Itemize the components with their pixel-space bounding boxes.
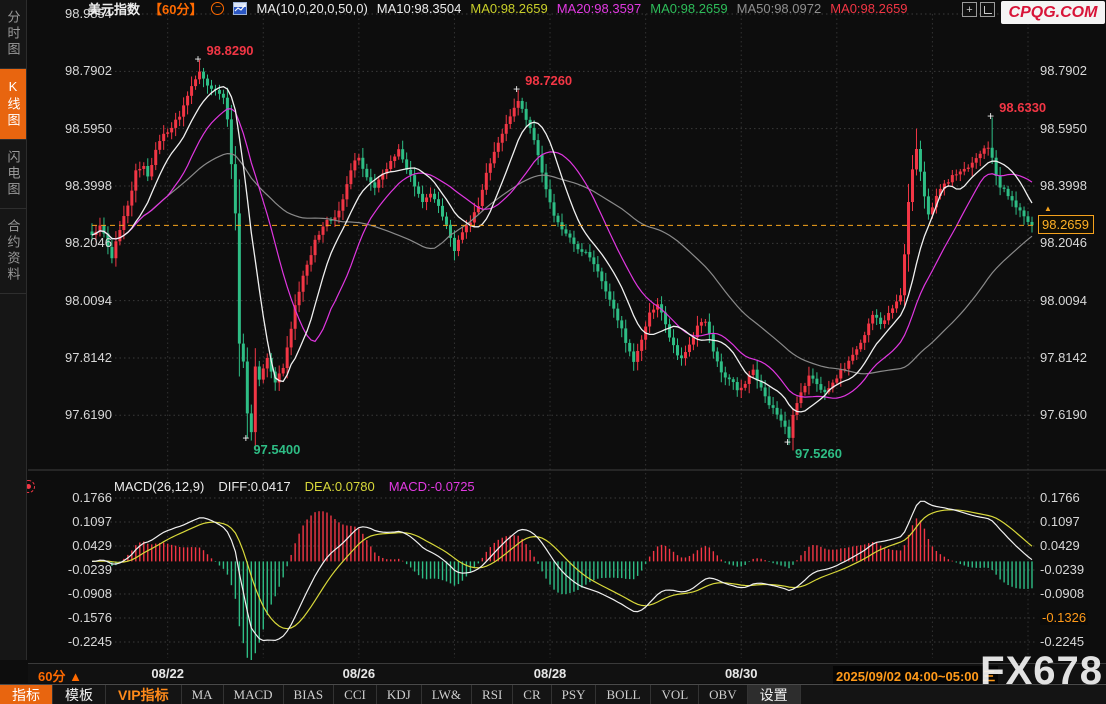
macd-ytick-left: -0.0239 bbox=[67, 562, 112, 577]
macd-ytick-right: -0.0908 bbox=[1040, 586, 1085, 601]
period-selector[interactable]: 60分 ▲ bbox=[38, 669, 82, 684]
chart-header: 美元指数 【60分】 − MA(10,0,20,0,50,0) MA10:98.3504… bbox=[88, 0, 908, 17]
sidebar-item-2[interactable]: 闪电图 bbox=[0, 140, 26, 209]
price-annotation: 98.8290 bbox=[206, 42, 254, 58]
toolbar-button-BOLL[interactable]: BOLL bbox=[596, 685, 652, 704]
header-label: MA50:98.0972 bbox=[736, 0, 822, 16]
main-ytick-left: 98.3998 bbox=[65, 177, 112, 193]
header-label: DEA:0.0780 bbox=[304, 479, 375, 494]
main-ytick-left: 98.7902 bbox=[65, 63, 112, 79]
main-ytick-right: 97.6190 bbox=[1040, 407, 1087, 423]
toolbar-button-VIP指标[interactable]: VIP指标 bbox=[106, 685, 182, 704]
sidebar-item-3[interactable]: 合约资料 bbox=[0, 209, 26, 294]
extreme-marker-icon: + bbox=[513, 82, 521, 97]
macd-ytick-right: -0.2245 bbox=[1040, 634, 1085, 649]
macd-header: MACD(26,12,9) DIFF:0.0417 DEA:0.0780 MACD:-… bbox=[114, 479, 475, 494]
sidebar: 分时图 K线图 闪电图 合约资料 bbox=[0, 0, 27, 660]
header-label: MA0:98.2659 bbox=[470, 0, 548, 16]
date-tick: 08/26 bbox=[342, 666, 376, 681]
brand-logo: CPQG.COM bbox=[1001, 1, 1105, 24]
macd-ytick-right: 0.0429 bbox=[1040, 538, 1080, 553]
main-ytick-right: 98.0094 bbox=[1040, 292, 1087, 308]
price-annotation: 97.5260 bbox=[795, 445, 843, 461]
time-axis: 60分 ▲ 08/22 08/26 08/28 08/30 2025/09/02 04… bbox=[28, 663, 1106, 685]
date-tick: 08/28 bbox=[533, 666, 567, 681]
macd-ytick-right: -0.1326 bbox=[1040, 610, 1089, 625]
window-icons: + bbox=[962, 2, 995, 17]
macd-ytick-right: 0.1097 bbox=[1040, 514, 1080, 529]
toolbar-button-MA[interactable]: MA bbox=[182, 685, 224, 704]
price-up-arrow-icon: ▲ bbox=[1044, 204, 1052, 214]
header-label: 【60分】 bbox=[149, 1, 203, 17]
toolbar-button-OBV[interactable]: OBV bbox=[699, 685, 748, 704]
axis-frame-icon[interactable] bbox=[980, 2, 995, 17]
indicator-toolbar: 指标 模板 VIP指标 MA MACD BIAS CCI KDJ LW& RSI CR PSY BOLL… bbox=[0, 684, 1106, 704]
toolbar-button-KDJ[interactable]: KDJ bbox=[377, 685, 422, 704]
price-annotation: 97.5400 bbox=[253, 441, 301, 457]
macd-ytick-right: 0.1766 bbox=[1040, 490, 1080, 505]
main-ytick-left: 98.9854 bbox=[65, 6, 112, 21]
toolbar-button-BIAS[interactable]: BIAS bbox=[284, 685, 335, 704]
header-label: MA10:98.3504 bbox=[376, 0, 462, 16]
header-label: 美元指数 bbox=[88, 1, 141, 17]
macd-ytick-left: 0.1766 bbox=[72, 490, 112, 505]
main-ytick-left: 97.6190 bbox=[65, 407, 112, 423]
main-ytick-right: 98.5950 bbox=[1040, 120, 1087, 136]
macd-ytick-right: -0.0239 bbox=[1040, 562, 1085, 577]
macd-ytick-left: -0.0908 bbox=[67, 586, 112, 601]
main-ytick-left: 98.0094 bbox=[65, 292, 112, 308]
main-ytick-left: 97.8142 bbox=[65, 349, 112, 365]
toolbar-button-LW&[interactable]: LW& bbox=[422, 685, 473, 704]
watermark: FX678 bbox=[980, 649, 1103, 693]
main-ytick-left: 98.5950 bbox=[65, 120, 112, 136]
main-ytick-right: 98.2046 bbox=[1040, 235, 1087, 251]
toolbar-button-设置[interactable]: 设置 bbox=[747, 685, 801, 704]
macd-ytick-left: -0.1576 bbox=[67, 610, 112, 625]
date-tick: 08/22 bbox=[151, 666, 184, 681]
sidebar-item-1[interactable]: K线图 bbox=[0, 69, 26, 140]
main-ytick-right: 98.3998 bbox=[1040, 177, 1087, 193]
sidebar-item-0[interactable]: 分时图 bbox=[0, 0, 26, 69]
current-candle-time: 2025/09/02 04:00~05:00 三 bbox=[833, 666, 999, 685]
toolbar-button-VOL[interactable]: VOL bbox=[651, 685, 700, 704]
macd-ytick-left: -0.2245 bbox=[67, 634, 112, 649]
header-label: DIFF:0.0417 bbox=[218, 479, 291, 494]
extreme-marker-icon: + bbox=[242, 430, 250, 445]
price-annotation: 98.7260 bbox=[525, 73, 573, 89]
extreme-marker-icon: + bbox=[987, 109, 995, 124]
toolbar-button-MACD[interactable]: MACD bbox=[224, 685, 284, 704]
main-ytick-left: 98.2046 bbox=[65, 235, 112, 251]
header-label: MA0:98.2659 bbox=[830, 0, 908, 16]
main-ytick-right: 97.8142 bbox=[1040, 349, 1087, 365]
current-price-tag: 98.2659 bbox=[1038, 215, 1094, 235]
header-label: MACD(26,12,9) bbox=[114, 479, 205, 494]
header-label: MA0:98.2659 bbox=[650, 0, 728, 16]
toolbar-button-CR[interactable]: CR bbox=[513, 685, 552, 704]
toolbar-button-PSY[interactable]: PSY bbox=[552, 685, 597, 704]
main-ytick-right: 98.7902 bbox=[1040, 63, 1087, 79]
header-label: MACD:-0.0725 bbox=[388, 479, 475, 494]
minus-circle-icon[interactable]: − bbox=[211, 1, 225, 15]
toolbar-button-CCI[interactable]: CCI bbox=[334, 685, 377, 704]
toolbar-button-指标[interactable]: 指标 bbox=[0, 685, 53, 704]
macd-ytick-left: 0.1097 bbox=[72, 514, 112, 529]
header-label: MA20:98.3597 bbox=[556, 0, 642, 16]
date-tick: 08/30 bbox=[724, 666, 758, 681]
mini-chart-icon[interactable] bbox=[233, 1, 248, 15]
move-crosshair-icon[interactable]: + bbox=[962, 2, 977, 17]
macd-ytick-left: 0.0429 bbox=[72, 538, 112, 553]
toolbar-button-RSI[interactable]: RSI bbox=[472, 685, 514, 704]
header-label: MA(10,0,20,0,50,0) bbox=[256, 0, 368, 16]
toolbar-button-模板[interactable]: 模板 bbox=[53, 685, 106, 704]
extreme-marker-icon: + bbox=[194, 51, 202, 66]
extreme-marker-icon: + bbox=[784, 434, 792, 449]
price-annotation: 98.6330 bbox=[999, 100, 1047, 116]
